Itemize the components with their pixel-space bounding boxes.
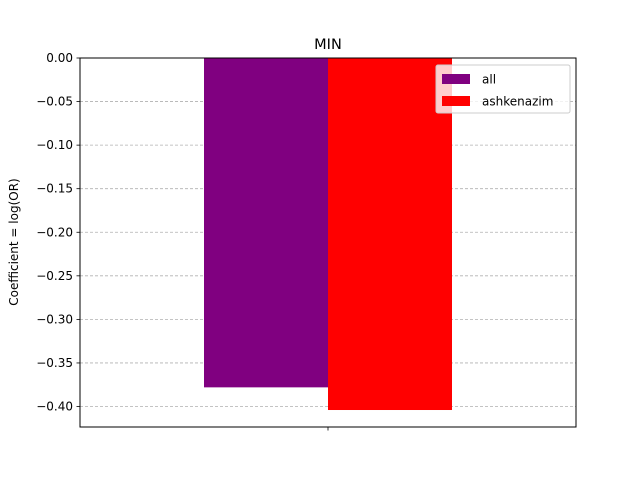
legend-label-all: all: [482, 73, 496, 87]
chart-title: MIN: [314, 37, 342, 53]
legend-label-ashkenazim: ashkenazim: [482, 95, 553, 109]
y-axis-label: Coefficient = log(OR): [7, 178, 21, 305]
bar-all: [204, 58, 328, 388]
bars: [204, 58, 452, 411]
y-tick-label: −0.40: [36, 400, 73, 414]
y-tick-label: 0.00: [46, 51, 73, 65]
y-tick-label: −0.20: [36, 225, 73, 239]
legend-swatch-ashkenazim: [442, 96, 470, 106]
y-tick-label: −0.25: [36, 269, 73, 283]
y-axis-ticks: 0.00 −0.05 −0.10 −0.15 −0.20 −0.25 −0.30 −0.35 −…: [36, 51, 80, 414]
y-tick-label: −0.15: [36, 182, 73, 196]
legend-swatch-all: [442, 74, 470, 84]
y-tick-label: −0.35: [36, 356, 73, 370]
y-tick-label: −0.30: [36, 312, 73, 326]
bar-ashkenazim: [328, 58, 452, 411]
legend: all ashkenazim: [435, 64, 571, 114]
y-tick-label: −0.10: [36, 138, 73, 152]
y-tick-label: −0.05: [36, 95, 73, 109]
